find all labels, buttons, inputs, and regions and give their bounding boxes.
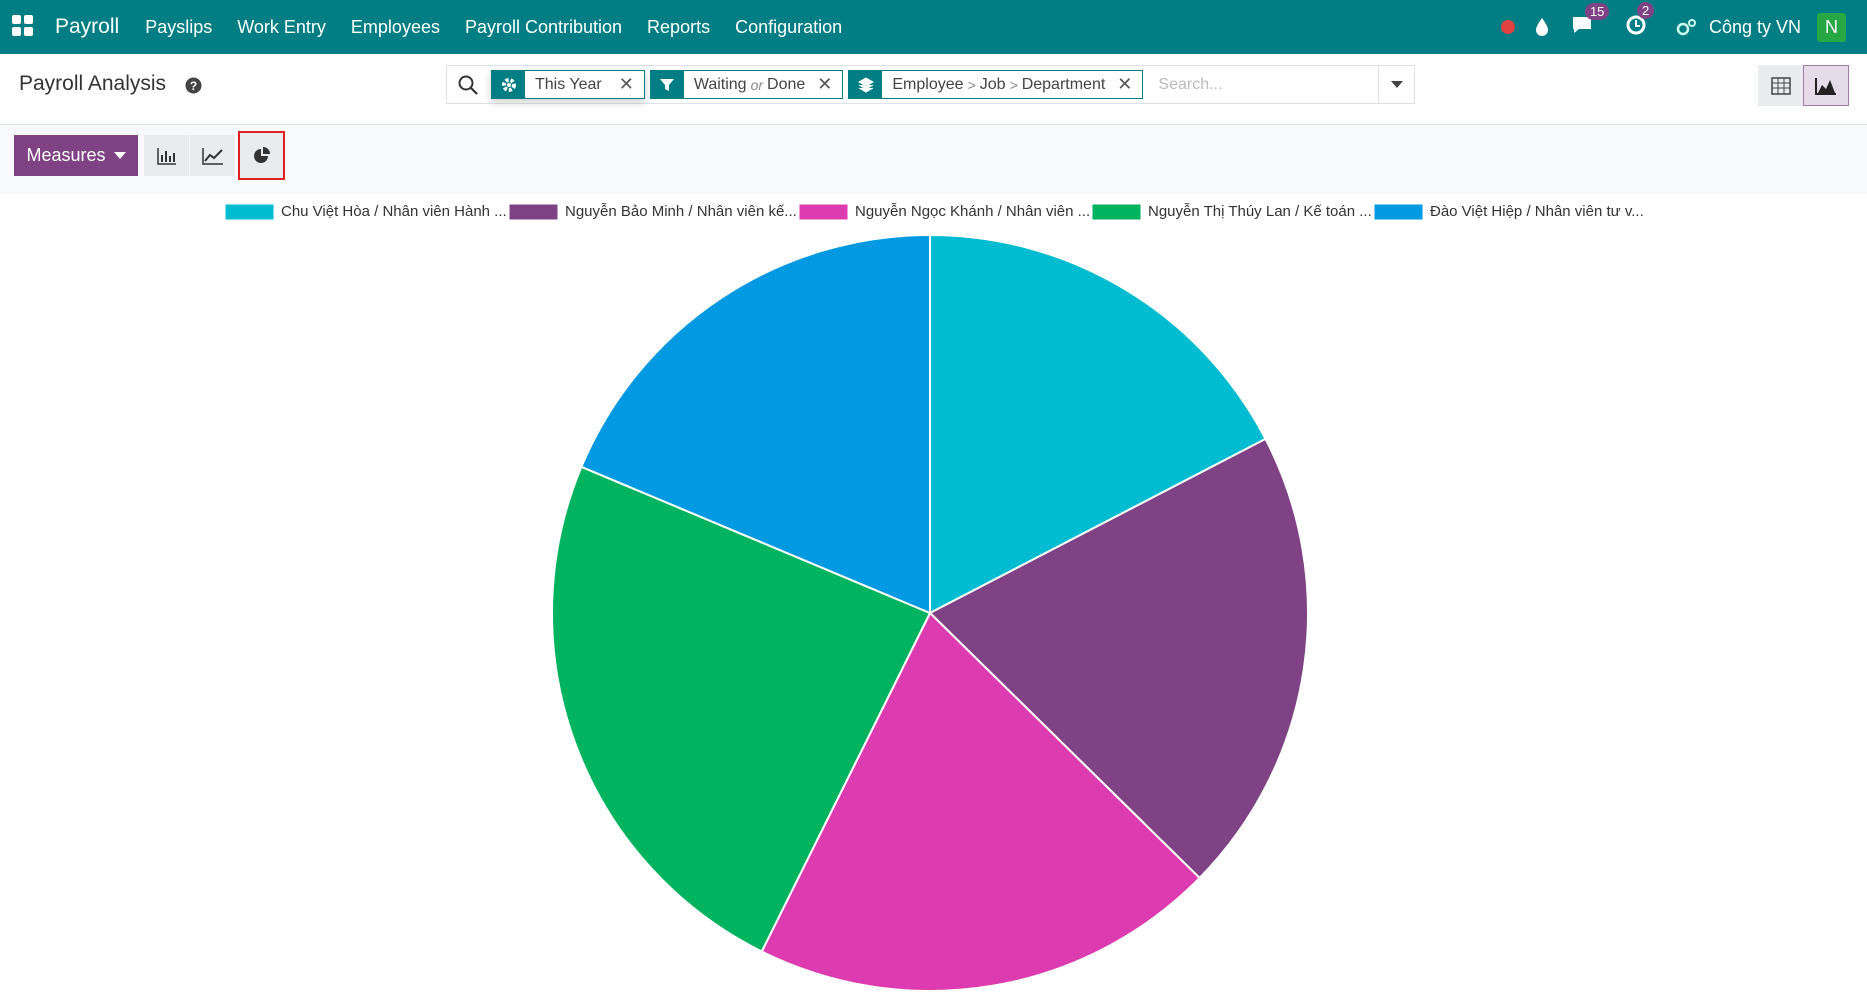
menu-item[interactable]: Work Entry (237, 16, 326, 37)
search-toggle[interactable] (1378, 66, 1414, 103)
facet[interactable]: Waiting or Done ✕ (649, 70, 844, 99)
graph-toolbar: Measures (0, 125, 1867, 194)
menu-item[interactable]: Employees (350, 16, 440, 37)
pie-slice (551, 465, 932, 953)
apps-icon[interactable] (12, 15, 34, 37)
legend-swatch (1091, 203, 1142, 221)
facet[interactable]: Employee > Job > Department ✕ (848, 70, 1144, 99)
messages[interactable]: 15 (1571, 2, 1610, 40)
pie-slice (580, 233, 931, 615)
pie-slice (928, 437, 1309, 880)
legend-label: Chu Việt Hòa / Nhân viên Hành ... (281, 203, 507, 220)
facet-separator: or (750, 76, 764, 93)
search-bar: This Year ✕ Waiting or Done ✕ Employee > Job > D… (446, 65, 1415, 104)
legend-label: Nguyễn Ngọc Khánh / Nhân viên ... (855, 203, 1090, 220)
control-panel: Payroll Analysis ? This Year ✕ Waiting or D… (0, 54, 1867, 125)
legend-swatch (798, 203, 849, 221)
facet-value: Waiting (693, 75, 747, 93)
navbar: Payroll Payslips Work Entry Employees Pa… (0, 0, 1867, 54)
legend-label: Nguyễn Thị Thúy Lan / Kế toán ... (1148, 203, 1372, 220)
svg-text:?: ? (190, 79, 197, 93)
menu-item[interactable]: Payroll Contribution (464, 16, 623, 37)
chart: Chu Việt Hòa / Nhân viên Hành ... Nguyễn … (224, 203, 1644, 992)
legend-label: Nguyễn Bảo Minh / Nhân viên kế... (565, 203, 797, 220)
facet-value: This Year (535, 75, 602, 93)
legend-swatch (1373, 203, 1424, 221)
facet-icon (650, 70, 684, 99)
search-icon[interactable] (457, 74, 479, 96)
menu-item[interactable]: Reports (647, 16, 711, 37)
systray: 15 2 Công ty VN N (1499, 0, 1867, 54)
pivot-view-button[interactable] (1758, 65, 1803, 106)
facet[interactable]: This Year ✕ (491, 70, 645, 99)
chat-icon (1572, 16, 1591, 33)
clock-icon (1626, 15, 1646, 34)
legend-label: Đào Việt Hiệp / Nhân viên tư v... (1430, 203, 1644, 220)
facet-remove[interactable]: ✕ (817, 74, 833, 94)
bar-chart-button[interactable] (144, 135, 189, 176)
drop-icon[interactable] (1533, 17, 1551, 37)
menu-item[interactable]: Configuration (735, 16, 843, 37)
facet-icon (492, 70, 525, 99)
facet-value: Employee (892, 75, 964, 93)
facet-value: Done (767, 75, 806, 93)
facet-separator: > (967, 76, 976, 93)
badge: 15 (1584, 2, 1610, 20)
facet-remove[interactable]: ✕ (1117, 74, 1133, 94)
company[interactable]: Công ty VN (1708, 16, 1801, 37)
pie-chart-button[interactable] (238, 131, 285, 180)
badge: 2 (1636, 1, 1655, 19)
facet-separator: > (1009, 76, 1018, 93)
pie-slice (760, 611, 1201, 992)
activities[interactable]: 2 (1625, 1, 1655, 41)
help-icon[interactable]: ? (185, 77, 202, 94)
line-chart-button[interactable] (190, 135, 235, 176)
avatar[interactable]: N (1817, 12, 1846, 42)
facet-icon (849, 70, 883, 99)
graph-view-button[interactable] (1803, 65, 1849, 106)
search-input[interactable]: Search... (1158, 75, 1223, 93)
page-title: Payroll Analysis (19, 72, 167, 95)
facet-value: Job (979, 75, 1006, 93)
app-name[interactable]: Payroll (55, 15, 120, 38)
settings-icon[interactable] (1675, 17, 1697, 37)
menu-item[interactable]: Payslips (145, 16, 213, 37)
measures-button[interactable]: Measures (14, 135, 138, 176)
legend-swatch (508, 203, 559, 221)
facet-remove[interactable]: ✕ (618, 74, 634, 94)
pie-slice (929, 233, 1267, 615)
record-icon[interactable] (1499, 18, 1517, 36)
measures-label: Measures (26, 145, 106, 165)
legend-swatch (224, 203, 275, 221)
facet-value: Department (1021, 75, 1106, 93)
